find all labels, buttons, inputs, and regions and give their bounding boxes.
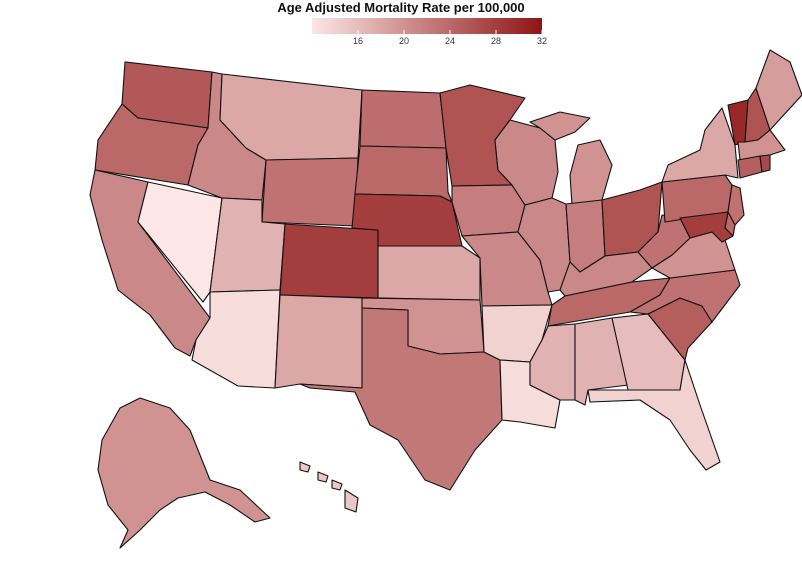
state-iowa[interactable] xyxy=(451,184,526,237)
state-rhode-island[interactable] xyxy=(759,154,771,173)
legend: Age Adjusted Mortality Rate per 100,000 … xyxy=(0,0,802,60)
state-michigan-upper[interactable] xyxy=(529,111,591,141)
state-north-dakota[interactable] xyxy=(359,89,447,149)
legend-tick-label: 24 xyxy=(444,36,456,46)
state-kansas[interactable] xyxy=(377,245,481,301)
state-nevada[interactable] xyxy=(137,181,223,303)
state-connecticut[interactable] xyxy=(737,155,763,179)
legend-tick-label: 20 xyxy=(398,36,410,46)
legend-color-bar xyxy=(312,18,542,34)
legend-tick-label: 28 xyxy=(490,36,502,46)
state-maine[interactable] xyxy=(755,49,802,131)
state-wyoming[interactable] xyxy=(261,157,359,227)
state-new-mexico[interactable] xyxy=(274,294,363,389)
state-new-jersey[interactable] xyxy=(727,184,745,226)
state-texas[interactable] xyxy=(299,307,503,491)
state-hawaii-islands[interactable] xyxy=(299,461,343,491)
state-maryland[interactable] xyxy=(679,211,734,243)
legend-tick-label: 32 xyxy=(536,36,548,46)
state-south-dakota[interactable] xyxy=(354,145,453,203)
state-north-carolina[interactable] xyxy=(629,269,741,323)
legend-title: Age Adjusted Mortality Rate per 100,000 xyxy=(277,0,525,15)
state-colorado[interactable] xyxy=(279,223,379,299)
state-arizona[interactable] xyxy=(191,289,281,389)
state-alaska[interactable] xyxy=(97,397,271,549)
state-florida[interactable] xyxy=(587,359,721,471)
legend-tick-label: 16 xyxy=(352,36,364,46)
state-new-york[interactable] xyxy=(661,107,739,183)
state-hawaii[interactable] xyxy=(344,489,359,513)
state-michigan[interactable] xyxy=(569,139,613,206)
